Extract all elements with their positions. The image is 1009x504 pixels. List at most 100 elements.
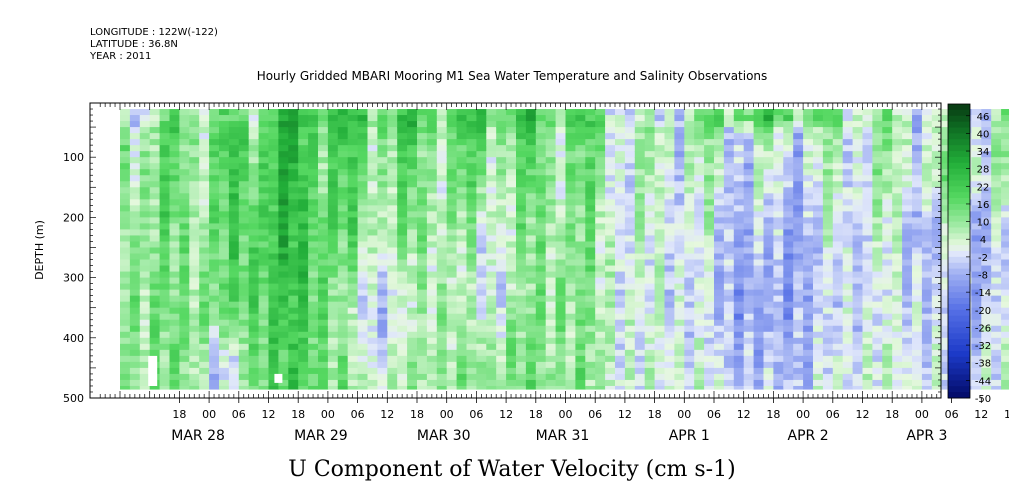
heatmap-cell [417, 109, 428, 116]
heatmap-cell [446, 175, 458, 182]
heatmap-cell [426, 115, 438, 122]
heatmap-cell [486, 235, 497, 243]
heatmap-cell [822, 355, 834, 363]
heatmap-cell [298, 235, 309, 243]
heatmap-cell [585, 385, 596, 390]
heatmap-cell [971, 361, 982, 369]
heatmap-cell [407, 283, 418, 291]
heatmap-cell [644, 337, 656, 345]
heatmap-cell [664, 385, 675, 390]
heatmap-cell [723, 385, 735, 390]
heatmap-cell [159, 343, 171, 351]
heatmap-cell [634, 271, 646, 279]
heatmap-cell [238, 313, 250, 321]
heatmap-cell [288, 247, 299, 255]
heatmap-cell [852, 349, 864, 357]
heatmap-cell [347, 367, 359, 375]
heatmap-cell [120, 139, 131, 146]
heatmap-cell [644, 145, 656, 152]
heatmap-cell [248, 235, 260, 243]
heatmap-cell [842, 163, 854, 170]
heatmap-cell [822, 349, 834, 357]
heatmap-cell [595, 355, 606, 363]
heatmap-cell [417, 193, 428, 200]
heatmap-cell [862, 295, 873, 303]
heatmap-cell [793, 157, 804, 164]
heatmap-cell [763, 151, 774, 158]
heatmap-cell [981, 127, 992, 134]
heatmap-cell [644, 211, 656, 218]
heatmap-cell [842, 193, 854, 200]
heatmap-cell [842, 253, 854, 261]
heatmap-cell [248, 271, 260, 279]
heatmap-cell [318, 151, 329, 158]
heatmap-cell [783, 253, 794, 261]
heatmap-cell [882, 211, 893, 218]
heatmap-cell [199, 343, 210, 351]
heatmap-cell [179, 127, 190, 134]
heatmap-cell [664, 379, 675, 387]
heatmap-cell [525, 175, 537, 182]
heatmap-cell [862, 259, 873, 267]
heatmap-cell [624, 175, 636, 182]
heatmap-cell [565, 151, 576, 158]
heatmap-cell [704, 205, 715, 212]
heatmap-cell [862, 241, 873, 249]
heatmap-cell [397, 121, 408, 128]
heatmap-cell [575, 199, 586, 206]
heatmap-cell [298, 367, 309, 375]
heatmap-cell [912, 331, 923, 339]
heatmap-cell [535, 145, 547, 152]
heatmap-cell [318, 313, 329, 321]
heatmap-cell [694, 373, 705, 381]
heatmap-cell [931, 127, 943, 134]
heatmap-cell [605, 223, 616, 231]
heatmap-cell [832, 313, 844, 321]
heatmap-cell [723, 313, 735, 321]
heatmap-cell [347, 145, 359, 152]
heatmap-cell [516, 199, 527, 206]
heatmap-cell [575, 139, 586, 146]
heatmap-cell [813, 319, 824, 327]
heatmap-cell [694, 247, 705, 255]
heatmap-cell [595, 343, 606, 351]
heatmap-cell [446, 361, 458, 369]
heatmap-cell [298, 211, 309, 218]
heatmap-cell [387, 247, 398, 255]
heatmap-cell [318, 283, 329, 291]
heatmap-cell [516, 133, 527, 140]
heatmap-cell [585, 379, 596, 387]
heatmap-cell [337, 379, 349, 387]
heatmap-cell [912, 295, 923, 303]
heatmap-cell [209, 301, 220, 309]
heatmap-cell [822, 205, 834, 212]
heatmap-cell [496, 271, 507, 279]
heatmap-cell [238, 229, 250, 237]
heatmap-cell [426, 343, 438, 351]
heatmap-cell [842, 247, 854, 255]
heatmap-cell [545, 367, 557, 375]
heatmap-cell [892, 241, 903, 249]
heatmap-cell [902, 133, 913, 140]
heatmap-cell [456, 265, 468, 273]
heatmap-cell [189, 133, 200, 140]
heatmap-cell [466, 385, 477, 390]
heatmap-cell [723, 133, 735, 140]
heatmap-cell [436, 205, 448, 212]
heatmap-cell [971, 229, 982, 237]
heatmap-cell [347, 307, 359, 315]
heatmap-cell [624, 163, 636, 170]
heatmap-cell [872, 283, 883, 291]
heatmap-cell [129, 211, 141, 218]
heatmap-cell [120, 367, 131, 375]
heatmap-cell [308, 289, 319, 297]
heatmap-cell [436, 199, 448, 206]
heatmap-cell [268, 169, 279, 176]
heatmap-cell [347, 157, 359, 164]
heatmap-cell [902, 181, 913, 188]
heatmap-cell [228, 301, 240, 309]
heatmap-cell [120, 313, 131, 321]
heatmap-cell [793, 313, 804, 321]
heatmap-cell [803, 199, 814, 206]
heatmap-cell [634, 307, 646, 315]
